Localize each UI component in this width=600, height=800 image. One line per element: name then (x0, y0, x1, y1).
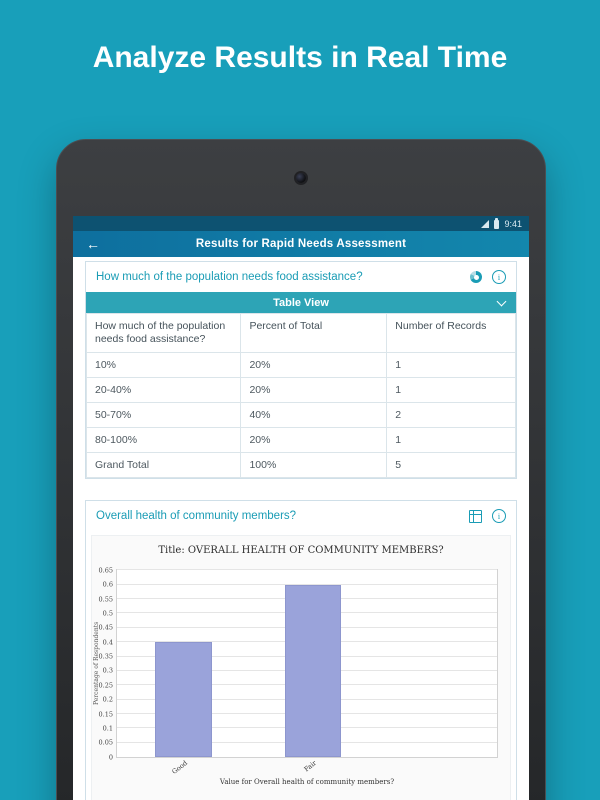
chart-gridline (117, 569, 497, 571)
table-header: Percent of Total (240, 312, 388, 354)
chart-y-tick-label: 0.5 (102, 609, 113, 618)
chart-y-tick-label: 0.6 (102, 580, 113, 589)
chart-y-tick-label: 0.1 (102, 724, 113, 733)
chart-y-tick-label: 0.35 (98, 652, 113, 661)
hero-title: Analyze Results in Real Time (92, 41, 508, 74)
table-cell: 1 (386, 352, 516, 379)
app-bar: ← Results for Rapid Needs Assessment (73, 231, 529, 257)
chart-y-tick-label: 0.3 (102, 666, 113, 675)
chart-plot: Percentage of Respondents 0 0.05 0.1 0.15 0.… (93, 567, 498, 776)
view-selector-dropdown[interactable]: Table View (86, 292, 516, 313)
info-icon[interactable] (492, 509, 506, 524)
table-row: 10% 20% 1 (85, 352, 516, 379)
table-cell: 80-100% (85, 427, 242, 454)
camera-dot (296, 173, 306, 183)
chart-x-axis-label: Value for Overall health of community me… (219, 778, 395, 787)
table-cell: 100% (240, 452, 388, 479)
question-text: Overall health of community members? (96, 510, 297, 523)
table-row: 80-100% 20% 1 (85, 427, 516, 454)
results-table: How much of the population needs food as… (85, 312, 516, 479)
signal-icon (481, 219, 490, 228)
chart-card: Title: OVERALL HEALTH OF COMMUNITY MEMBE… (91, 535, 511, 800)
tablet-frame: 9:41 ← Results for Rapid Needs Assessmen… (56, 139, 546, 800)
status-time: 9:41 (504, 218, 522, 229)
chart-y-tick-label: 0.25 (98, 681, 113, 690)
table-cell: Grand Total (85, 452, 242, 479)
chart-y-tick-label: 0.45 (98, 623, 113, 632)
results-content: How much of the population needs food as… (73, 257, 529, 800)
table-cell: 20% (240, 427, 388, 454)
chart-title: Title: OVERALL HEALTH OF COMMUNITY MEMBE… (158, 545, 444, 557)
chart-x-tick-label: Fair (302, 759, 318, 774)
back-button[interactable]: ← (86, 231, 100, 257)
question-row: Overall health of community members? (86, 501, 516, 531)
chart-y-tick-label: 0.65 (98, 566, 113, 574)
view-selector-label: Table View (273, 296, 329, 309)
table-row: 20-40% 20% 1 (85, 377, 516, 404)
table-cell: 20-40% (85, 377, 242, 404)
chart-y-tick-label: 0.2 (102, 695, 113, 704)
table-cell: 5 (386, 452, 516, 479)
table-cell: 1 (386, 427, 516, 454)
table-cell: 20% (240, 377, 388, 404)
info-icon[interactable] (492, 270, 506, 284)
pie-chart-toggle-icon[interactable] (470, 271, 482, 283)
tablet-screen: 9:41 ← Results for Rapid Needs Assessmen… (73, 216, 529, 800)
question-text: How much of the population needs food as… (96, 271, 363, 283)
chart-y-tick-label: 0.05 (98, 738, 113, 747)
chart-x-tick-label: Good (169, 759, 189, 777)
table-header: Number of Records (386, 312, 516, 354)
chart-y-tick-label: 0.55 (98, 594, 113, 603)
chart-bar (284, 584, 341, 758)
chevron-down-icon (496, 296, 507, 307)
battery-icon (494, 217, 500, 229)
table-row: 50-70% 40% 2 (85, 402, 516, 429)
table-cell: 1 (386, 377, 516, 404)
table-cell: 40% (240, 402, 388, 429)
back-arrow-icon: ← (86, 236, 100, 252)
app-bar-title: Results for Rapid Needs Assessment (195, 238, 407, 250)
table-header: How much of the population needs food as… (85, 312, 242, 354)
question-card-food-assistance: How much of the population needs food as… (85, 261, 517, 480)
question-card-overall-health: Overall health of community members? Tit… (85, 500, 517, 800)
table-header-row: How much of the population needs food as… (85, 312, 516, 354)
table-cell: 10% (85, 352, 242, 379)
chart-bar (155, 642, 212, 758)
table-row-grand-total: Grand Total 100% 5 (85, 452, 516, 479)
status-bar: 9:41 (73, 216, 529, 231)
table-view-toggle-icon[interactable] (469, 509, 482, 523)
chart-y-tick-label: 0 (108, 753, 113, 761)
table-cell: 20% (240, 352, 388, 379)
table-cell: 2 (386, 402, 516, 429)
chart-y-tick-label: 0.15 (98, 709, 113, 718)
chart-y-tick-label: 0.4 (102, 637, 113, 646)
chart-gridline (117, 583, 497, 585)
table-cell: 50-70% (85, 402, 242, 429)
question-row: How much of the population needs food as… (86, 262, 516, 292)
